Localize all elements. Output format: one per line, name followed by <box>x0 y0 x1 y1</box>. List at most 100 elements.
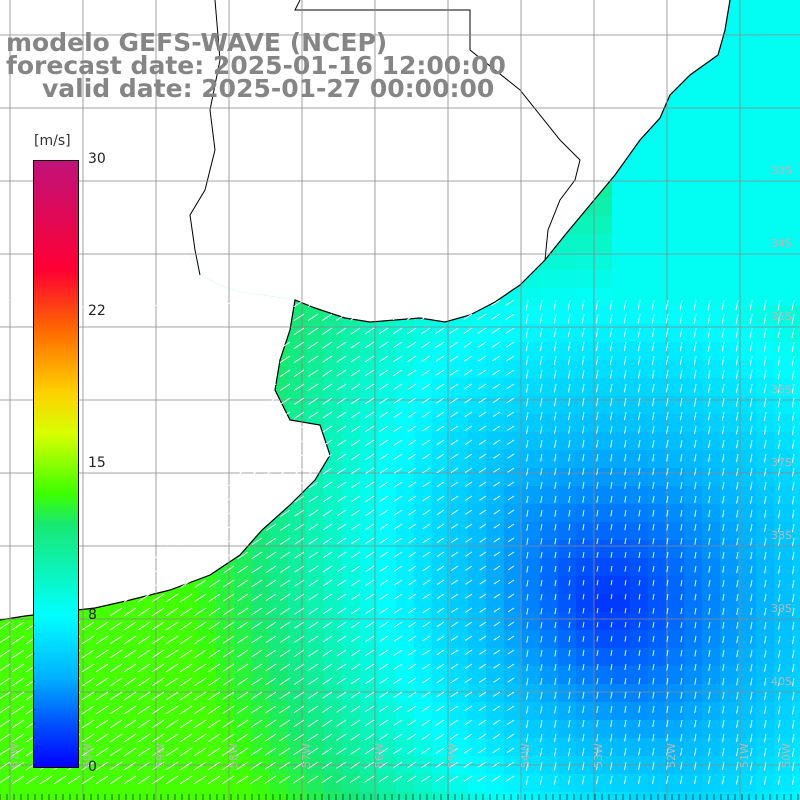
wind-arrow <box>336 439 347 447</box>
field-cell <box>666 252 685 271</box>
field-cell <box>630 648 649 667</box>
field-cell <box>396 774 415 793</box>
wind-arrow <box>694 537 697 545</box>
wind-arrow <box>237 481 249 490</box>
wind-arrow <box>540 411 543 421</box>
field-cell <box>576 468 595 487</box>
field-cell <box>540 432 559 451</box>
field-cell <box>198 594 217 613</box>
field-cell <box>504 306 523 325</box>
wind-arrow <box>582 663 585 671</box>
field-cell <box>738 90 757 109</box>
wind-arrow <box>540 649 543 657</box>
wind-arrow <box>364 383 375 391</box>
wind-arrow <box>652 663 655 671</box>
wind-arrow <box>750 649 753 658</box>
wind-arrow <box>540 495 543 504</box>
wind-arrow <box>764 509 767 518</box>
wind-arrow <box>465 607 473 613</box>
wind-arrow <box>791 481 795 491</box>
field-cell <box>720 774 739 793</box>
wind-arrow <box>335 761 347 769</box>
wind-arrow <box>791 299 795 311</box>
latitude-label: 36S <box>771 383 792 396</box>
wind-arrow <box>526 509 529 517</box>
field-cell <box>792 126 800 145</box>
field-cell <box>774 558 793 577</box>
field-cell <box>756 18 775 37</box>
field-cell <box>360 432 379 451</box>
field-cell <box>540 288 559 307</box>
field-cell <box>54 774 73 793</box>
wind-arrow <box>493 593 501 599</box>
field-cell <box>666 306 685 325</box>
field-cell <box>540 576 559 595</box>
wind-arrow <box>336 355 347 363</box>
field-cell <box>684 576 703 595</box>
field-cell <box>612 702 631 721</box>
wind-arrow <box>406 775 417 783</box>
wind-arrow <box>264 775 277 784</box>
wind-arrow <box>464 467 473 473</box>
field-cell <box>612 792 631 800</box>
wind-arrow <box>722 439 725 449</box>
field-cell <box>504 486 523 505</box>
field-cell <box>792 378 800 397</box>
field-cell <box>666 324 685 343</box>
field-cell <box>774 198 793 217</box>
wind-arrow <box>540 481 543 490</box>
wind-arrow <box>477 341 487 348</box>
field-cell <box>612 198 631 217</box>
wind-arrow <box>539 775 543 785</box>
wind-arrow <box>791 467 795 477</box>
field-cell <box>432 630 451 649</box>
field-cell <box>738 234 757 253</box>
field-cell <box>486 360 505 379</box>
wind-arrow <box>350 355 361 363</box>
wind-arrow <box>435 355 445 362</box>
field-cell <box>234 738 253 757</box>
wind-arrow <box>763 775 767 785</box>
field-cell <box>612 432 631 451</box>
field-cell <box>792 414 800 433</box>
field-cell <box>612 288 631 307</box>
wind-arrow <box>694 705 697 714</box>
wind-arrow <box>436 467 445 474</box>
wind-arrow <box>294 523 305 531</box>
wind-arrow <box>665 313 669 324</box>
field-cell <box>612 396 631 415</box>
field-cell <box>684 306 703 325</box>
wind-arrow <box>208 579 221 588</box>
wind-arrow <box>223 565 235 574</box>
wind-arrow <box>507 551 515 557</box>
field-cell <box>558 432 577 451</box>
wind-arrow <box>680 579 683 587</box>
field-cell <box>414 576 433 595</box>
wind-arrow <box>596 537 599 545</box>
wind-arrow <box>736 677 739 686</box>
field-cell <box>558 306 577 325</box>
field-cell <box>594 396 613 415</box>
wind-arrow <box>763 327 767 338</box>
field-cell <box>594 666 613 685</box>
wind-arrow <box>379 453 389 460</box>
wind-arrow <box>420 299 431 307</box>
wind-arrow <box>208 649 221 658</box>
wind-arrow <box>251 481 263 490</box>
field-cell <box>702 504 721 523</box>
wind-arrow <box>708 411 711 421</box>
field-cell <box>792 522 800 541</box>
wind-arrow <box>526 439 529 448</box>
wind-arrow <box>750 663 753 672</box>
wind-arrow <box>393 621 403 628</box>
wind-arrow <box>123 607 137 617</box>
field-cell <box>756 684 775 703</box>
field-cell <box>702 360 721 379</box>
wind-arrow <box>322 607 333 615</box>
field-cell <box>162 612 181 631</box>
field-cell <box>594 504 613 523</box>
field-cell <box>774 630 793 649</box>
wind-arrow <box>464 383 473 390</box>
wind-arrow <box>208 509 221 518</box>
wind-arrow <box>638 593 641 600</box>
